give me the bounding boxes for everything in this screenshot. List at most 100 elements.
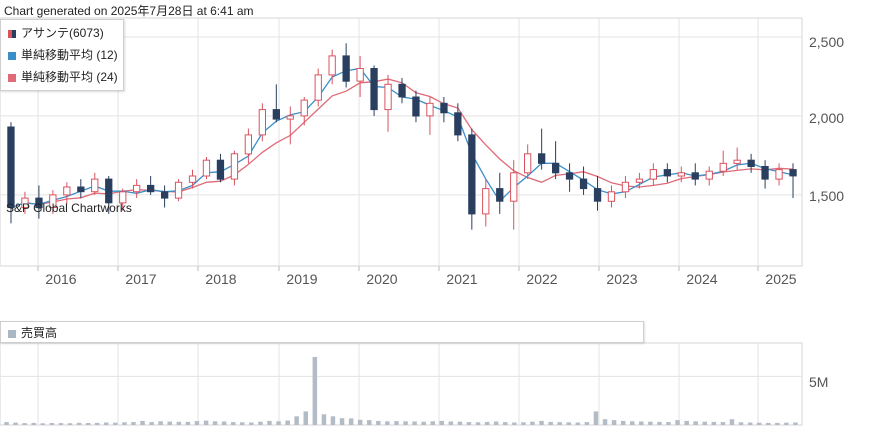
candle-body	[398, 83, 406, 98]
volume-bar	[249, 422, 254, 425]
volume-bar	[639, 421, 644, 425]
x-tick-label: 2021	[446, 271, 478, 287]
volume-bar	[466, 422, 472, 425]
volume-bar	[503, 422, 508, 425]
candle-body	[579, 178, 588, 190]
volume-bar	[766, 422, 771, 425]
candle-body	[607, 191, 616, 202]
volume-bar	[258, 421, 263, 425]
candle-body	[202, 159, 211, 177]
volume-bar	[31, 422, 36, 425]
volume-bar	[756, 422, 762, 425]
volume-bar	[412, 421, 417, 425]
legend-item-price[interactable]: アサンテ(6073)	[8, 24, 104, 41]
volume-bar	[457, 421, 463, 425]
volume-bar	[584, 422, 590, 425]
legend-label-price: アサンテ(6073)	[21, 26, 104, 40]
candle-body	[775, 169, 783, 180]
candle-body	[677, 172, 686, 177]
candlestick-group	[7, 43, 797, 230]
volume-bar	[276, 421, 281, 425]
volume-bar	[348, 418, 354, 425]
candle-body	[454, 112, 462, 136]
volume-bar	[376, 420, 381, 425]
volume-bar	[76, 422, 82, 425]
volume-bar	[611, 420, 617, 425]
volume-bar	[294, 416, 299, 425]
candle-body	[370, 68, 378, 111]
candle-body	[621, 181, 630, 193]
volume-bar	[303, 411, 308, 425]
volume-bar	[430, 421, 435, 425]
volume-bar	[58, 423, 64, 425]
candle-body	[538, 153, 546, 164]
candle-body	[426, 102, 434, 117]
volume-bar	[158, 421, 163, 425]
candle-body	[244, 134, 252, 155]
volume-bar	[548, 421, 553, 425]
volume-bar	[4, 422, 9, 425]
price-grid	[0, 18, 802, 271]
volume-bar	[40, 423, 45, 425]
volume-legend-swatch	[8, 330, 16, 338]
candle-body	[147, 184, 155, 193]
candle-body	[412, 96, 420, 117]
volume-bar	[176, 421, 182, 425]
x-tick-label: 2023	[606, 271, 638, 287]
candle-body	[524, 153, 532, 174]
candle-body	[161, 191, 169, 199]
candle-body	[663, 169, 672, 177]
volume-bar	[720, 422, 726, 425]
volume-bar	[439, 420, 444, 425]
candle-body	[258, 109, 267, 136]
volume-bar	[711, 421, 717, 425]
candle-body	[733, 159, 741, 164]
volume-bars	[4, 357, 798, 425]
volume-bar	[67, 423, 73, 425]
volume-bar	[793, 422, 798, 425]
legend-item-volume[interactable]: 売買高	[8, 324, 57, 341]
volume-bar	[167, 421, 172, 425]
candle-body	[314, 74, 322, 101]
x-tick-label: 2020	[366, 271, 398, 287]
candle-body	[174, 181, 183, 199]
volume-bar	[493, 421, 499, 425]
volume-bar	[593, 411, 599, 425]
candle-body	[510, 172, 518, 202]
volume-bar	[385, 421, 390, 425]
candle-body	[593, 188, 602, 202]
x-tick-label: 2019	[286, 271, 318, 287]
candle-body	[49, 194, 57, 208]
candle-body	[384, 83, 392, 111]
x-tick-label: 2018	[205, 271, 237, 287]
volume-bar	[312, 357, 318, 425]
y-tick-label: 2,000	[809, 110, 845, 126]
volume-bar	[693, 421, 698, 425]
legend-item-sma24[interactable]: 単純移動平均 (24)	[8, 68, 118, 85]
volume-bar	[648, 421, 653, 425]
volume-bar	[194, 421, 200, 425]
volume-legend: 売買高	[0, 321, 644, 343]
volume-bar	[475, 422, 481, 425]
volume-bar	[394, 421, 399, 425]
volume-bar	[267, 420, 272, 425]
candle-body	[747, 159, 755, 167]
legend-label-volume: 売買高	[21, 326, 58, 340]
candle-body	[91, 178, 99, 193]
volume-grid	[0, 343, 802, 425]
x-tick-label: 2017	[125, 271, 157, 287]
candle-body	[105, 178, 113, 204]
volume-bar	[566, 422, 571, 425]
y-tick-label: 2,500	[809, 34, 845, 50]
volume-bar	[666, 422, 671, 425]
candle-body	[761, 166, 769, 180]
price-plot-area	[0, 17, 803, 267]
volume-bar	[448, 421, 454, 425]
legend-label-sma24: 単純移動平均 (24)	[21, 70, 118, 84]
volume-bar	[775, 422, 780, 425]
sma24-legend-swatch	[8, 74, 16, 82]
legend-item-sma12[interactable]: 単純移動平均 (12)	[8, 46, 118, 63]
volume-bar	[140, 420, 145, 425]
x-tick-label: 2025	[765, 271, 797, 287]
price-chart	[0, 17, 803, 271]
